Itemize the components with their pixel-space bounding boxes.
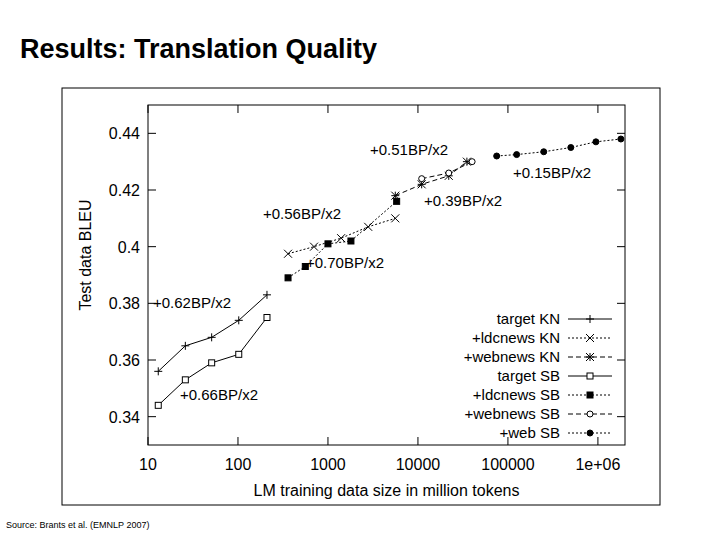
y-tick-label: 0.4	[118, 239, 140, 256]
x-tick-label: 1e+06	[575, 456, 620, 473]
x-tick	[237, 105, 238, 113]
legend-label: +web SB	[500, 424, 560, 441]
legend-marker	[587, 411, 593, 417]
data-point	[310, 243, 318, 251]
legend-label: target KN	[497, 310, 560, 327]
annotation: +0.66BP/x2	[180, 386, 258, 403]
legend-label: +webnews KN	[464, 348, 560, 365]
y-tick-label: 0.44	[109, 125, 140, 142]
data-point	[446, 170, 452, 176]
data-point	[284, 250, 292, 258]
data-point	[264, 315, 270, 321]
legend-marker	[587, 430, 593, 436]
y-tick-label: 0.38	[109, 295, 140, 312]
y-tick	[617, 133, 625, 134]
x-tick	[507, 105, 508, 113]
data-point	[541, 149, 547, 155]
series-line	[158, 318, 267, 406]
data-point	[494, 153, 500, 159]
y-tick-label: 0.34	[109, 409, 140, 426]
x-tick-label: 1000	[310, 456, 346, 473]
legend-label: +webnews SB	[465, 405, 560, 422]
data-point	[181, 342, 189, 350]
data-point	[419, 176, 425, 182]
annotation: +0.15BP/x2	[513, 164, 591, 181]
y-tick	[148, 360, 156, 361]
data-point	[209, 360, 215, 366]
data-point	[236, 351, 242, 357]
x-tick	[237, 437, 238, 445]
annotation: +0.62BP/x2	[153, 294, 231, 311]
data-point	[325, 241, 331, 247]
data-point	[337, 234, 345, 242]
x-tick-label: 10000	[396, 456, 441, 473]
x-tick	[327, 105, 328, 113]
x-tick	[327, 437, 328, 445]
x-tick	[597, 437, 598, 445]
legend-marker	[587, 392, 593, 398]
data-point	[208, 333, 216, 341]
data-point	[593, 139, 599, 145]
annotation: +0.39BP/x2	[424, 192, 502, 209]
figure-frame	[62, 88, 660, 505]
x-tick-label: 100	[225, 456, 252, 473]
series-line	[422, 162, 472, 179]
data-point	[391, 214, 399, 222]
series-line	[395, 162, 467, 196]
x-tick	[148, 437, 149, 445]
x-tick-label: 10	[139, 456, 157, 473]
data-point	[154, 367, 162, 375]
y-tick	[148, 190, 156, 191]
y-tick	[617, 360, 625, 361]
data-point	[263, 291, 271, 299]
x-tick	[417, 105, 418, 113]
y-tick	[148, 133, 156, 134]
y-tick	[617, 190, 625, 191]
source-note: Source: Brants et al. (EMNLP 2007)	[6, 520, 149, 530]
x-tick	[417, 437, 418, 445]
y-tick	[148, 246, 156, 247]
data-point	[364, 223, 372, 231]
legend-label: target SB	[497, 367, 560, 384]
data-point	[618, 136, 624, 142]
data-point	[469, 159, 475, 165]
data-point	[155, 402, 161, 408]
y-axis-label: Test data BLEU	[77, 199, 94, 310]
x-tick	[148, 105, 149, 113]
legend-label: +ldcnews SB	[473, 386, 560, 403]
data-point	[568, 145, 574, 151]
legend-marker	[586, 315, 594, 323]
y-tick	[617, 416, 625, 417]
data-point	[235, 316, 243, 324]
legend-marker	[586, 334, 594, 342]
x-tick	[597, 105, 598, 113]
y-tick	[617, 303, 625, 304]
slide-title: Results: Translation Quality	[20, 34, 377, 65]
x-tick-label: 100000	[481, 456, 534, 473]
y-tick	[617, 246, 625, 247]
data-point	[285, 275, 291, 281]
plot-frame	[148, 105, 625, 445]
plot-area	[154, 136, 624, 408]
data-point	[394, 198, 400, 204]
annotation: +0.56BP/x2	[263, 205, 341, 222]
data-point	[348, 238, 354, 244]
y-tick	[148, 416, 156, 417]
annotation: +0.70BP/x2	[306, 254, 384, 271]
y-tick-label: 0.42	[109, 182, 140, 199]
chart: 10 100 1000 10000 100000 1e+06 0.34 0.36 0.38 0.4…	[0, 0, 720, 540]
x-axis-label: LM training data size in million tokens	[254, 482, 520, 499]
data-point	[514, 152, 520, 158]
legend-marker	[587, 373, 593, 379]
data-point	[182, 377, 188, 383]
annotation: +0.51BP/x2	[370, 141, 448, 158]
legend-marker	[586, 353, 594, 361]
series-line	[288, 218, 395, 253]
y-tick-label: 0.36	[109, 352, 140, 369]
legend-label: +ldcnews KN	[472, 329, 560, 346]
